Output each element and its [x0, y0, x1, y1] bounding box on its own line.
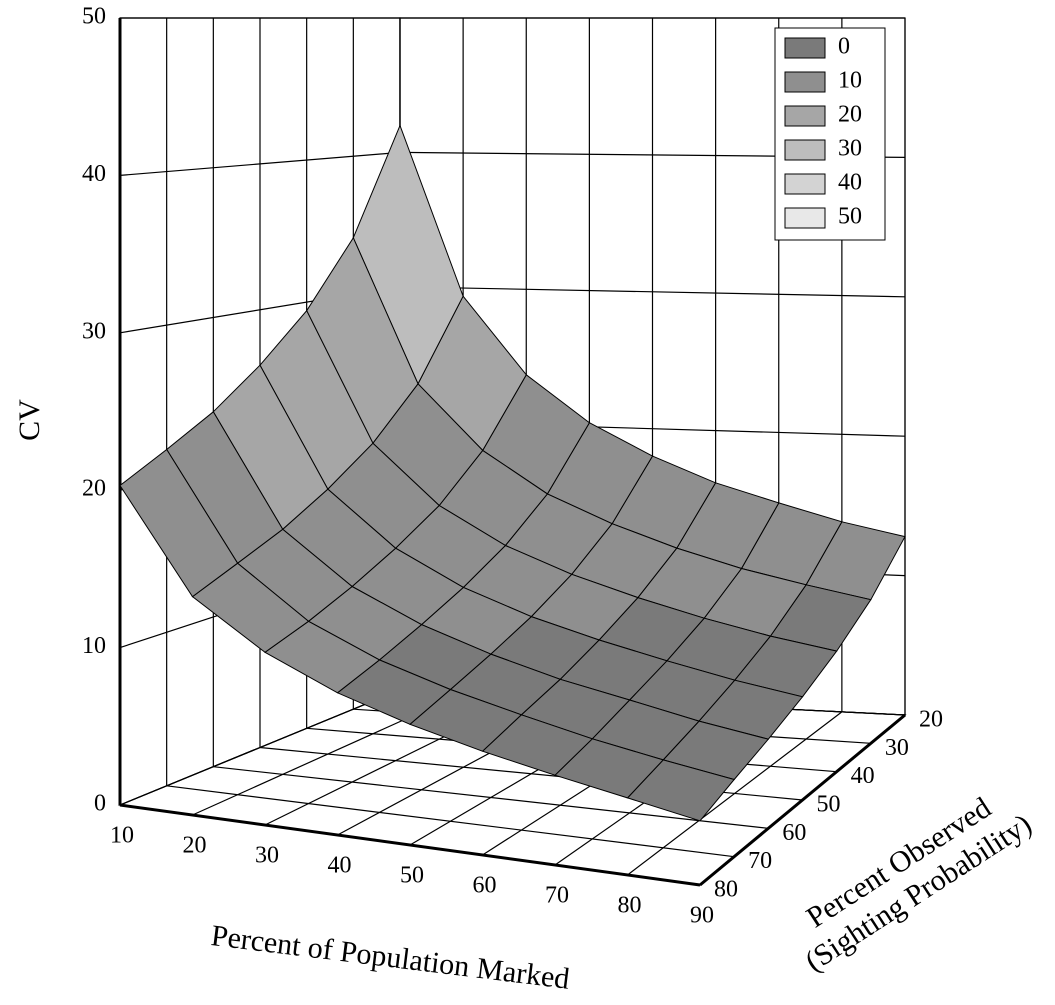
legend-swatch [784, 207, 826, 229]
z-tick-label: 50 [82, 4, 106, 30]
legend-swatch [784, 139, 826, 161]
x-tick-label: 10 [110, 823, 134, 849]
z-tick-label: 20 [82, 476, 106, 502]
x-tick-label: 70 [545, 883, 569, 909]
legend-swatch [784, 37, 826, 59]
z-tick-label: 10 [82, 633, 106, 659]
y-tick-label: 70 [748, 848, 772, 874]
y-tick-label: 50 [817, 792, 841, 818]
surface [119, 124, 906, 822]
legend-swatch [784, 173, 826, 195]
legend-label: 50 [838, 204, 862, 230]
y-tick-label: 40 [851, 763, 875, 789]
y-tick-label: 20 [919, 707, 943, 733]
y-tick-label: 60 [782, 820, 806, 846]
legend-label: 10 [838, 68, 862, 94]
x-tick-label: 40 [328, 853, 352, 879]
z-tick-label: 30 [82, 318, 106, 344]
legend-label: 20 [838, 102, 862, 128]
y-axis [699, 713, 906, 887]
x-tick-label: 30 [255, 843, 279, 869]
y-tick-label: 80 [714, 877, 738, 903]
x-tick-label: 60 [473, 873, 497, 899]
x-axis-title: Percent of Population Marked [209, 919, 571, 996]
legend-label: 40 [838, 170, 862, 196]
legend: 0 10 20 30 40 50 [774, 27, 886, 241]
x-axis [119, 803, 701, 887]
y-tick-label: 30 [885, 735, 909, 761]
x-tick-label: 20 [183, 833, 207, 859]
legend-label: 0 [838, 34, 850, 60]
legend-box [774, 27, 886, 241]
z-tick-label: 40 [82, 161, 106, 187]
x-tick-label: 50 [400, 863, 424, 889]
z-axis-title: CV [13, 399, 46, 441]
surface-cell [119, 448, 239, 598]
legend-label: 30 [838, 136, 862, 162]
legend-swatch [784, 105, 826, 127]
x-tick-label: 90 [690, 903, 714, 929]
x-tick-label: 80 [618, 893, 642, 919]
z-tick-label: 0 [94, 791, 106, 817]
y-grid-line [213, 766, 769, 829]
y-grid-line [166, 785, 735, 858]
legend-swatch [784, 71, 826, 93]
